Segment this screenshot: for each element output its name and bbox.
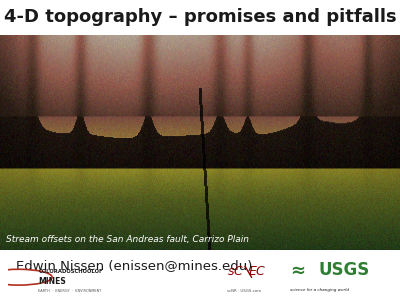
Text: MINES: MINES <box>38 278 66 286</box>
Text: $\mathit{EC}$: $\mathit{EC}$ <box>248 265 267 278</box>
Text: Edwin Nissen (enissen@mines.edu): Edwin Nissen (enissen@mines.edu) <box>16 260 252 272</box>
Text: science for a changing world: science for a changing world <box>290 288 349 292</box>
Text: EARTH  ·  ENERGY  ·  ENVIRONMENT: EARTH · ENERGY · ENVIRONMENT <box>38 289 102 292</box>
Text: Stream offsets on the San Andreas fault, Carrizo Plain: Stream offsets on the San Andreas fault,… <box>6 235 249 244</box>
Text: USGS: USGS <box>318 261 370 279</box>
Text: COLORADOSCHOOLOF: COLORADOSCHOOLOF <box>38 268 103 274</box>
Text: scNR · USGS.com: scNR · USGS.com <box>227 289 261 292</box>
Text: 4-D topography – promises and pitfalls: 4-D topography – promises and pitfalls <box>4 8 396 26</box>
Text: ≈: ≈ <box>290 261 305 279</box>
Text: $\mathit{sC}$: $\mathit{sC}$ <box>227 265 244 278</box>
